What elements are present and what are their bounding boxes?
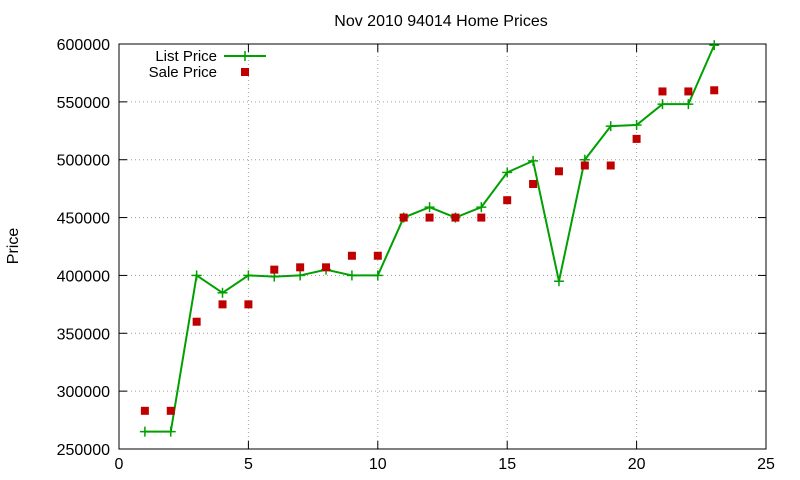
data-point-sale-price — [684, 87, 693, 96]
x-tick-label: 10 — [369, 456, 387, 473]
data-point-list-price — [217, 287, 228, 298]
y-axis-label: Price — [5, 228, 22, 265]
legend: List Price Sale Price — [149, 48, 266, 81]
y-tick-label: 600000 — [57, 37, 110, 54]
data-point-sale-price — [632, 134, 641, 143]
y-tick-label: 250000 — [57, 442, 110, 459]
series-list-price — [139, 40, 720, 437]
data-point-sale-price — [399, 213, 408, 222]
x-tick-label: 15 — [498, 456, 516, 473]
data-point-list-price — [553, 276, 564, 287]
data-point-sale-price — [347, 251, 356, 260]
data-point-sale-price — [322, 263, 331, 272]
data-point-sale-price — [554, 167, 563, 176]
plot-border — [118, 43, 767, 450]
data-point-sale-price — [296, 263, 305, 272]
legend-marks — [224, 51, 266, 76]
x-tick-label: 5 — [244, 456, 253, 473]
legend-label-sale-price: Sale Price — [149, 64, 217, 81]
legend-marker-sale-price — [241, 68, 249, 76]
data-point-sale-price — [373, 251, 382, 260]
series-line-list-price — [144, 44, 716, 433]
axes — [118, 43, 767, 450]
data-point-list-price — [709, 40, 720, 51]
y-tick-label: 400000 — [57, 268, 110, 285]
y-tick-label: 450000 — [57, 211, 110, 228]
y-tick-label: 500000 — [57, 153, 110, 170]
data-point-sale-price — [244, 300, 253, 309]
x-tick-label: 20 — [628, 456, 646, 473]
data-point-sale-price — [270, 265, 279, 274]
data-point-list-price — [372, 270, 383, 281]
legend-label-list-price: List Price — [155, 48, 217, 65]
chart-title: Nov 2010 94014 Home Prices — [334, 13, 547, 30]
data-point-list-price — [657, 99, 668, 110]
legend-marker-list-price — [240, 51, 250, 61]
data-point-list-price — [295, 270, 306, 281]
data-point-sale-price — [451, 213, 460, 222]
data-point-sale-price — [503, 196, 512, 205]
data-point-list-price — [683, 99, 694, 110]
data-point-list-price — [346, 270, 357, 281]
data-point-sale-price — [710, 86, 719, 95]
data-point-sale-price — [425, 213, 434, 222]
data-point-sale-price — [218, 300, 227, 309]
data-point-sale-price — [166, 406, 175, 415]
data-point-list-price — [476, 202, 487, 213]
data-point-sale-price — [192, 317, 201, 326]
data-point-sale-price — [580, 161, 589, 170]
data-point-sale-price — [477, 213, 486, 222]
series-layer — [139, 40, 720, 437]
y-tick-label: 300000 — [57, 384, 110, 401]
x-tick-label: 0 — [115, 456, 124, 473]
y-tick-label: 550000 — [57, 95, 110, 112]
data-point-sale-price — [140, 406, 149, 415]
data-point-list-price — [243, 270, 254, 281]
series-sale-price — [140, 86, 719, 415]
tick-labels: 0 5 10 15 20 25 250000 300000 350000 400000 450000… — [57, 37, 775, 473]
data-point-list-price — [631, 120, 642, 130]
data-point-list-price — [139, 426, 150, 437]
data-point-list-price — [528, 155, 539, 166]
data-point-list-price — [605, 121, 616, 132]
x-tick-label: 25 — [757, 456, 775, 473]
data-point-list-price — [191, 270, 202, 281]
data-point-sale-price — [606, 161, 615, 170]
data-point-list-price — [502, 167, 513, 178]
data-point-sale-price — [658, 87, 667, 96]
y-tick-label: 350000 — [57, 326, 110, 343]
data-point-sale-price — [529, 180, 538, 189]
data-point-list-price — [424, 202, 435, 213]
data-point-list-price — [165, 426, 176, 437]
